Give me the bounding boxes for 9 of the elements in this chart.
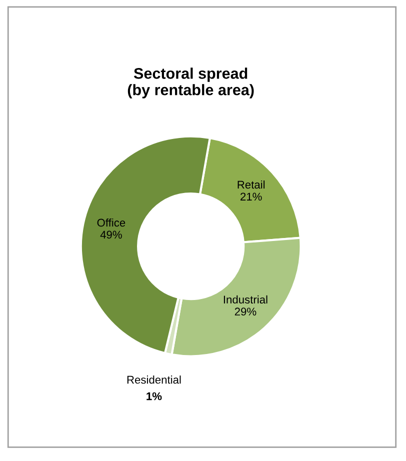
- chart-title: Sectoral spread (by rentable area): [128, 68, 254, 98]
- data-label: 1%: [146, 392, 162, 400]
- data-label: 29%: [234, 308, 256, 316]
- slice-label: Office: [97, 218, 126, 227]
- slice-label: Industrial: [224, 295, 268, 304]
- data-label: 21%: [240, 192, 262, 201]
- slice-label: Retail: [238, 180, 265, 189]
- data-label: 49%: [100, 230, 122, 239]
- slice-label: Residential: [127, 376, 181, 384]
